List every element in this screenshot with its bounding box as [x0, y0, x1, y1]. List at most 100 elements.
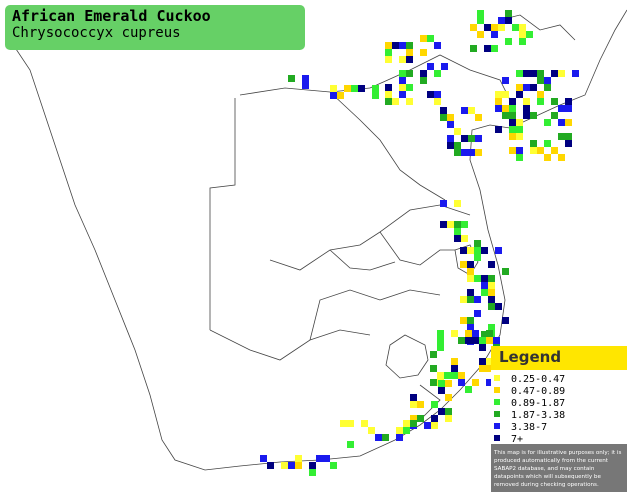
grid-cell — [454, 235, 461, 242]
mozambique-border — [499, 14, 576, 41]
grid-cell — [486, 330, 493, 337]
grid-cell — [438, 380, 445, 387]
grid-cell — [330, 462, 337, 469]
grid-cell — [385, 98, 392, 105]
grid-cell — [512, 24, 519, 31]
grid-cell — [516, 154, 523, 161]
grid-cell — [454, 149, 461, 156]
grid-cell — [438, 387, 445, 394]
grid-cell — [495, 247, 502, 254]
legend-entry-label: 3.38-7 — [511, 422, 548, 433]
grid-cell — [440, 114, 447, 121]
grid-cell — [295, 455, 302, 462]
grid-cell — [472, 379, 479, 386]
grid-cell — [481, 247, 488, 254]
grid-cell — [472, 330, 479, 337]
grid-cell — [451, 358, 458, 365]
grid-cell — [267, 462, 274, 469]
grid-cell — [344, 85, 351, 92]
species-scientific-name: Chrysococcyx cupreus — [12, 25, 181, 41]
grid-cell — [491, 31, 498, 38]
grid-cell — [572, 70, 579, 77]
grid-cell — [392, 42, 399, 49]
grid-cell — [486, 365, 493, 372]
grid-cell — [509, 147, 516, 154]
grid-cell — [516, 126, 523, 133]
grid-cell — [468, 135, 475, 142]
grid-cell — [491, 45, 498, 52]
grid-cell — [434, 98, 441, 105]
grid-cell — [530, 140, 537, 147]
grid-cell — [437, 330, 444, 337]
grid-cell — [445, 415, 452, 422]
grid-cell — [502, 268, 509, 275]
grid-cell — [488, 303, 495, 310]
grid-cell — [465, 337, 472, 344]
grid-cell — [516, 84, 523, 91]
grid-cell — [551, 98, 558, 105]
grid-cell — [288, 75, 295, 82]
grid-cell — [461, 235, 468, 242]
grid-cell — [505, 17, 512, 24]
grid-cell — [509, 98, 516, 105]
legend-entry-label: 1.87-3.38 — [511, 410, 566, 421]
grid-cell — [458, 379, 465, 386]
grid-cell — [565, 98, 572, 105]
grid-cell — [434, 70, 441, 77]
grid-cell — [410, 415, 417, 422]
grid-cell — [430, 379, 437, 386]
grid-cell — [406, 42, 413, 49]
sa-north-border — [269, 204, 471, 271]
grid-cell — [530, 84, 537, 91]
grid-cell — [454, 228, 461, 235]
grid-cell — [417, 415, 424, 422]
grid-cell — [427, 63, 434, 70]
grid-cell — [519, 38, 526, 45]
grid-cell — [385, 42, 392, 49]
grid-cell — [403, 427, 410, 434]
grid-cell — [281, 462, 288, 469]
grid-cell — [544, 77, 551, 84]
grid-cell — [431, 415, 438, 422]
province-line-2 — [309, 289, 441, 341]
grid-cell — [385, 91, 392, 98]
grid-cell — [458, 372, 465, 379]
grid-cell — [558, 70, 565, 77]
grid-cell — [434, 42, 441, 49]
grid-cell — [347, 441, 354, 448]
grid-cell — [495, 126, 502, 133]
grid-cell — [430, 365, 437, 372]
grid-cell — [431, 401, 438, 408]
grid-cell — [438, 408, 445, 415]
grid-cell — [458, 337, 465, 344]
grid-cell — [396, 427, 403, 434]
grid-cell — [523, 112, 530, 119]
grid-cell — [519, 24, 526, 31]
grid-cell — [472, 337, 479, 344]
grid-cell — [410, 394, 417, 401]
grid-cell — [441, 63, 448, 70]
grid-cell — [523, 98, 530, 105]
grid-cell — [498, 24, 505, 31]
grid-cell — [551, 112, 558, 119]
grid-cell — [475, 114, 482, 121]
grid-cell — [454, 221, 461, 228]
grid-cell — [430, 351, 437, 358]
grid-cell — [523, 70, 530, 77]
province-line-1 — [209, 329, 371, 361]
grid-cell — [537, 91, 544, 98]
atlas-grid-cells — [260, 10, 579, 476]
grid-cell — [502, 112, 509, 119]
grid-cell — [467, 247, 474, 254]
grid-cell — [558, 119, 565, 126]
grid-cell — [445, 394, 452, 401]
grid-cell — [447, 121, 454, 128]
grid-cell — [451, 372, 458, 379]
grid-cell — [509, 112, 516, 119]
legend-entries: 0.25-0.47 0.47-0.89 0.89-1.87 1.87-3.38 … — [491, 370, 627, 445]
grid-cell — [461, 107, 468, 114]
grid-cell — [399, 42, 406, 49]
grid-cell — [505, 38, 512, 45]
grid-cell — [516, 70, 523, 77]
grid-cell — [479, 337, 486, 344]
